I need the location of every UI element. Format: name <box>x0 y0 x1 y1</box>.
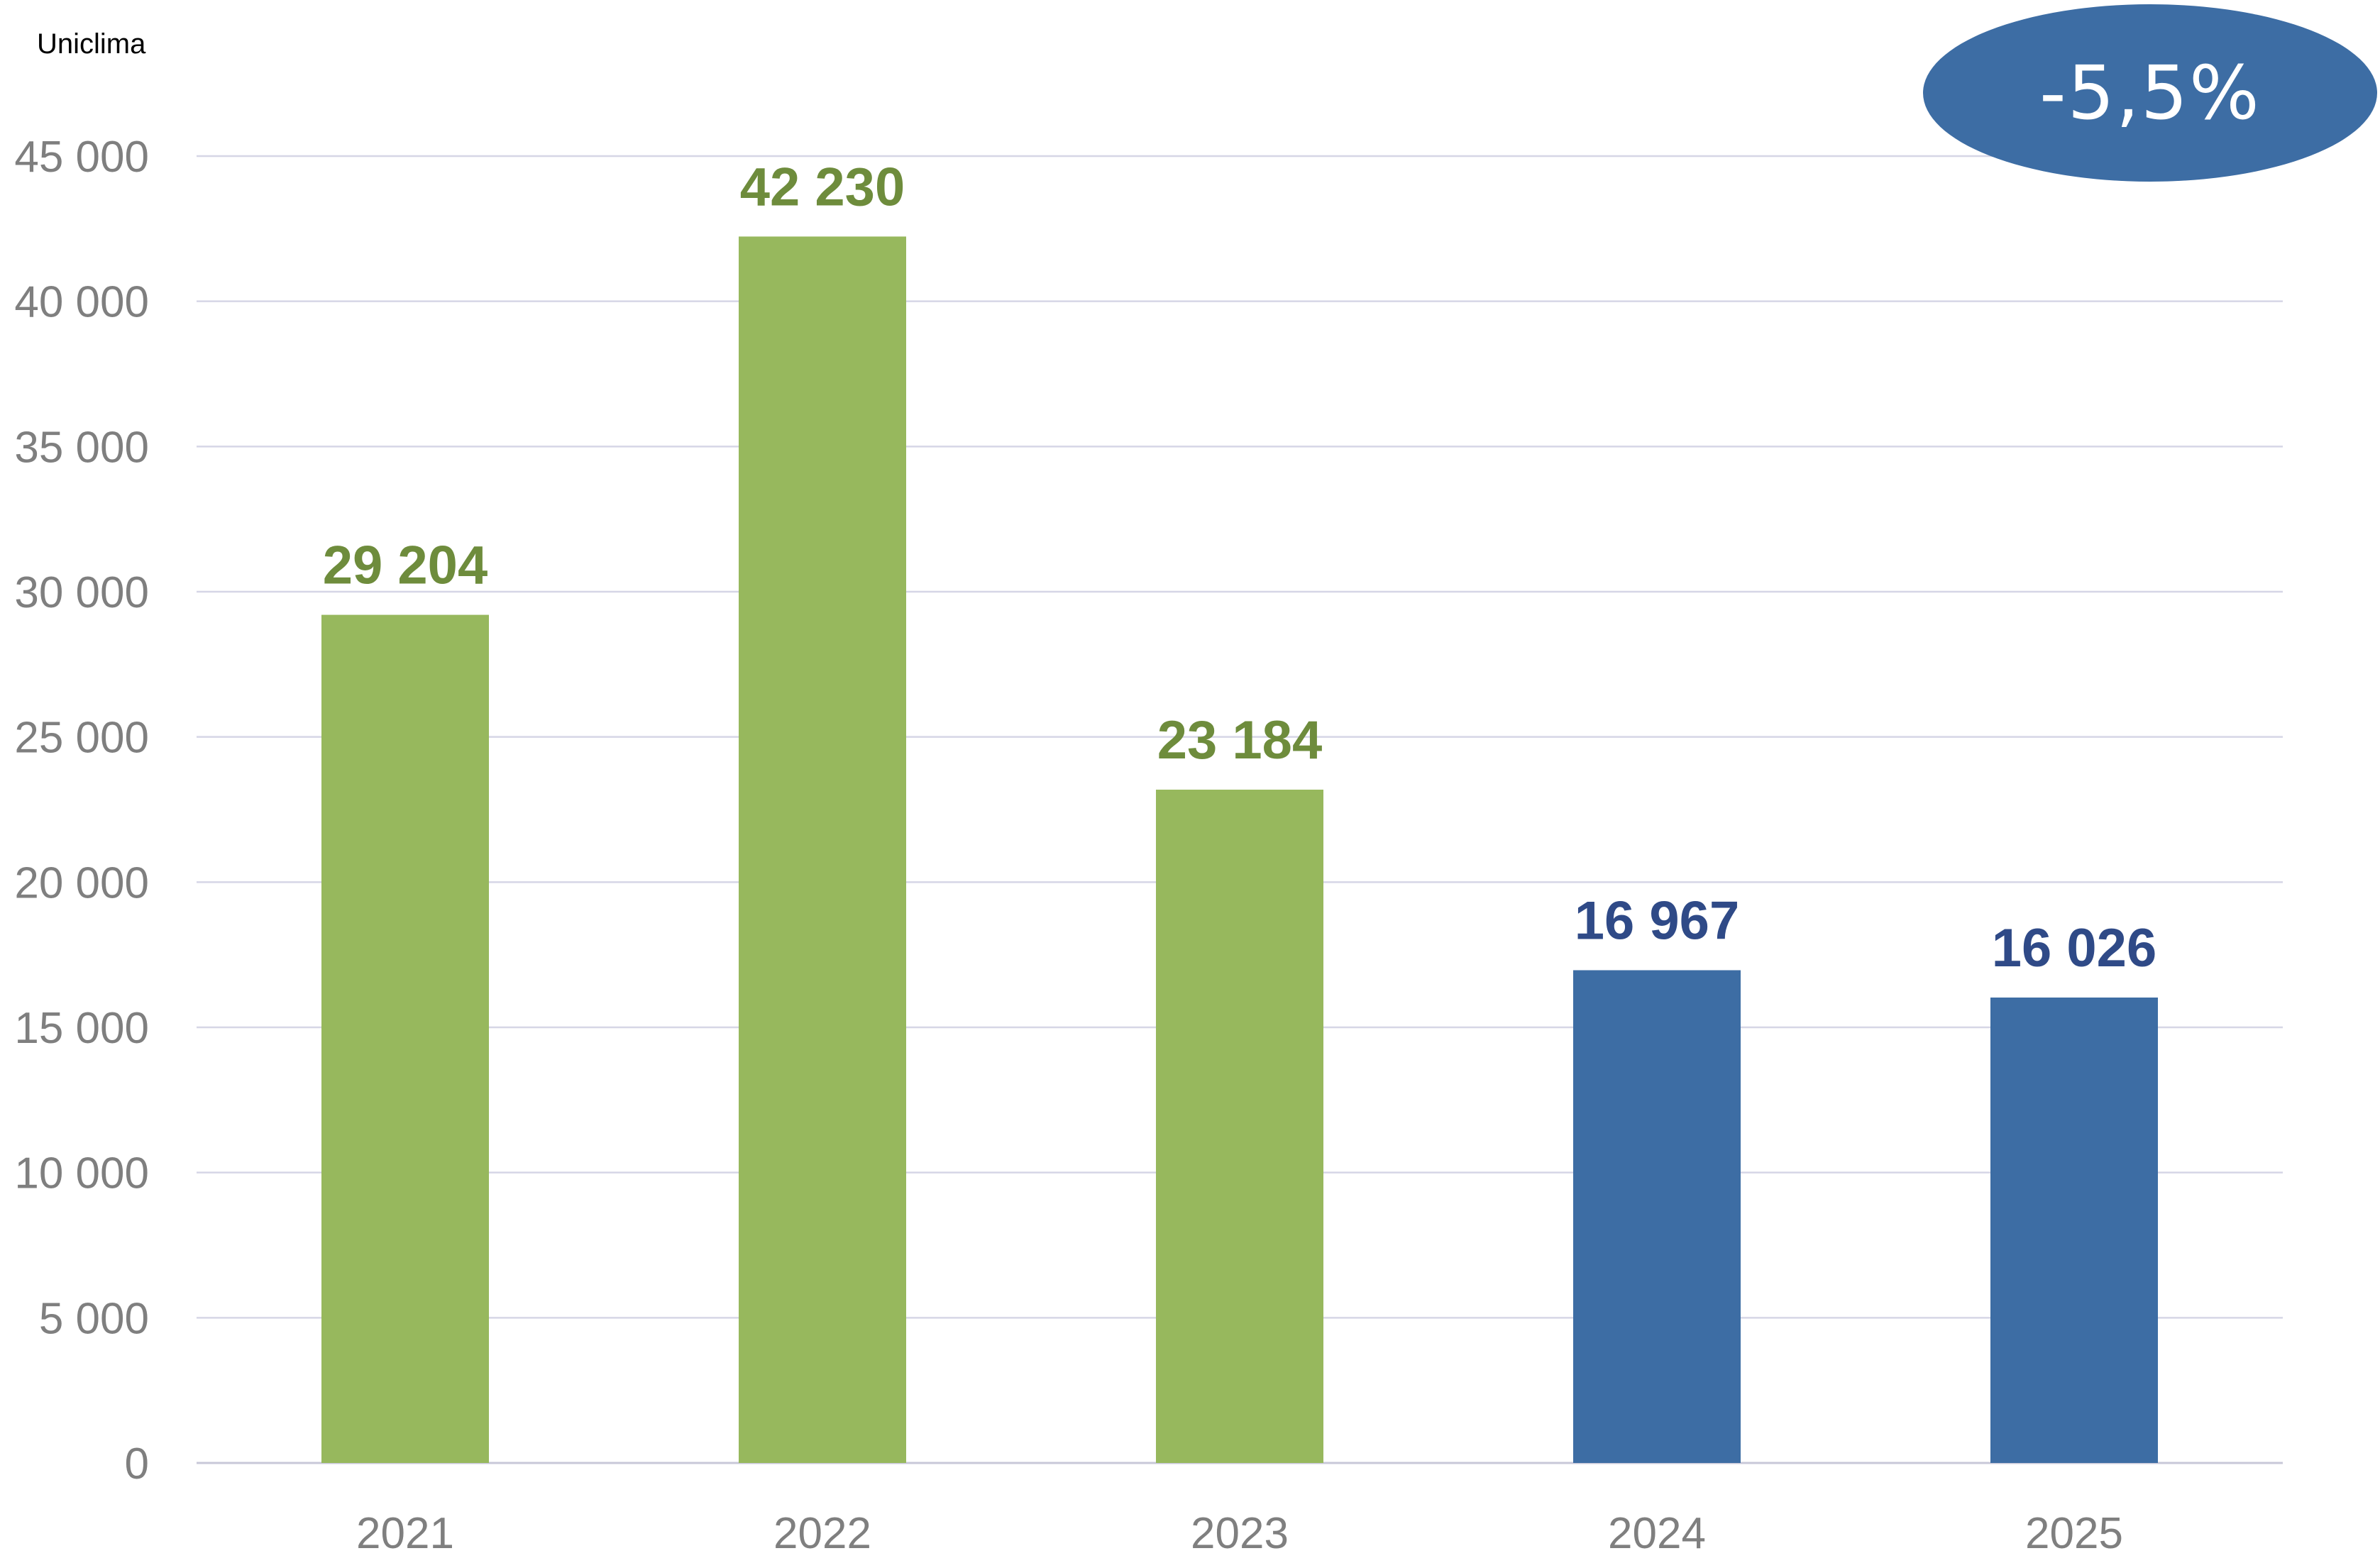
y-tick-label: 20 000 <box>14 858 149 907</box>
y-tick-label: 45 000 <box>14 133 149 182</box>
y-axis-ticks: 0 5 000 10 000 15 000 20 000 25 000 30 000 35 0… <box>14 133 149 1489</box>
y-tick-label: 25 000 <box>14 714 149 763</box>
y-tick-label: 5 000 <box>39 1294 149 1343</box>
y-tick-label: 15 000 <box>14 1004 149 1053</box>
data-label-2025: 16 026 <box>1992 918 2156 978</box>
y-tick-label: 40 000 <box>14 278 149 327</box>
x-tick-label: 2025 <box>2025 1509 2123 1558</box>
data-label-2021: 29 204 <box>323 536 487 596</box>
x-tick-label: 2021 <box>356 1509 454 1558</box>
x-tick-label: 2023 <box>1191 1509 1289 1558</box>
bar-2021 <box>321 614 489 1463</box>
x-axis-ticks: 2021 2022 2023 2024 2025 <box>356 1509 2123 1558</box>
x-tick-label: 2022 <box>773 1509 871 1558</box>
bar-2022 <box>739 236 906 1463</box>
change-badge: -5,5% <box>1923 4 2377 182</box>
source-label: Uniclima <box>37 28 146 60</box>
y-tick-label: 30 000 <box>14 568 149 617</box>
bars <box>321 236 2158 1463</box>
y-tick-label: 10 000 <box>14 1149 149 1198</box>
data-labels: 29 204 42 230 23 184 16 967 16 026 <box>323 157 2156 978</box>
y-tick-label: 35 000 <box>14 423 149 472</box>
x-tick-label: 2024 <box>1608 1509 1706 1558</box>
data-label-2023: 23 184 <box>1157 710 1322 771</box>
data-label-2022: 42 230 <box>740 157 905 217</box>
bar-2023 <box>1156 790 1323 1463</box>
data-label-2024: 16 967 <box>1575 890 1739 951</box>
bar-2024 <box>1573 970 1741 1463</box>
y-tick-label: 0 <box>125 1440 149 1489</box>
bar-2025 <box>1990 998 2158 1463</box>
